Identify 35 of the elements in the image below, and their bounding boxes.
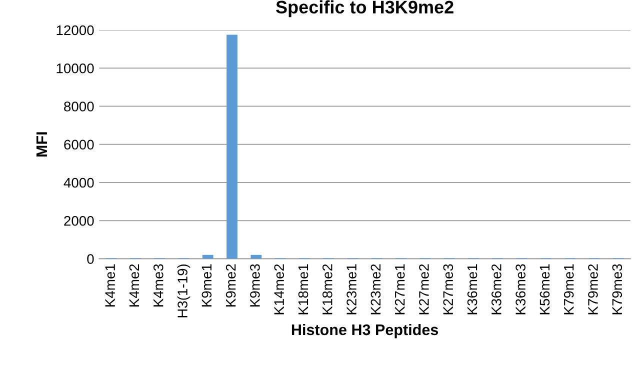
y-tick-label: 8000: [64, 102, 94, 112]
x-tick-label: K27me2: [419, 264, 429, 314]
x-tick-label: K36me3: [516, 264, 526, 314]
y-tick-label: 6000: [64, 140, 94, 150]
x-tick-label: K56me1: [540, 264, 550, 314]
y-tick-label: 4000: [64, 178, 94, 188]
y-tick-label: 2000: [64, 216, 94, 226]
x-tick-label: K23me1: [346, 264, 356, 314]
y-tick-label: 0: [87, 254, 94, 264]
x-tick-label: K9me1: [202, 264, 212, 306]
x-tick-label: K36me1: [467, 264, 478, 314]
x-tick-label: K4me3: [153, 264, 164, 306]
y-tick-label: 10000: [56, 63, 94, 74]
x-tick-label: K27me3: [443, 264, 454, 314]
x-tick-label: H3(1-19): [177, 264, 190, 318]
x-tick-label: K18me2: [322, 264, 332, 314]
x-tick-label: K4me1: [105, 264, 115, 306]
y-tick-label: 12000: [56, 25, 94, 36]
x-tick-label: K9me3: [250, 264, 260, 306]
bar: [250, 254, 262, 259]
x-tick-label: K79me3: [612, 264, 622, 314]
bar: [226, 34, 238, 259]
x-tick-label: K23me2: [370, 264, 381, 314]
x-tick-label: K18me1: [298, 264, 308, 314]
x-tick-label: K9me2: [226, 264, 236, 306]
x-tick-label: K36me2: [491, 264, 502, 314]
y-axis-title: MFI: [36, 132, 47, 157]
x-axis-title: Histone H3 Peptides: [292, 324, 438, 338]
x-tick-label: K14me2: [274, 264, 284, 314]
x-tick-label: K27me1: [394, 264, 405, 314]
x-tick-label: K79me1: [564, 264, 574, 314]
x-tick-label: K4me2: [129, 264, 140, 306]
chart-title: Specific to H3K9me2: [276, 0, 454, 18]
bar: [202, 254, 214, 259]
x-tick-label: K79me2: [588, 264, 598, 314]
